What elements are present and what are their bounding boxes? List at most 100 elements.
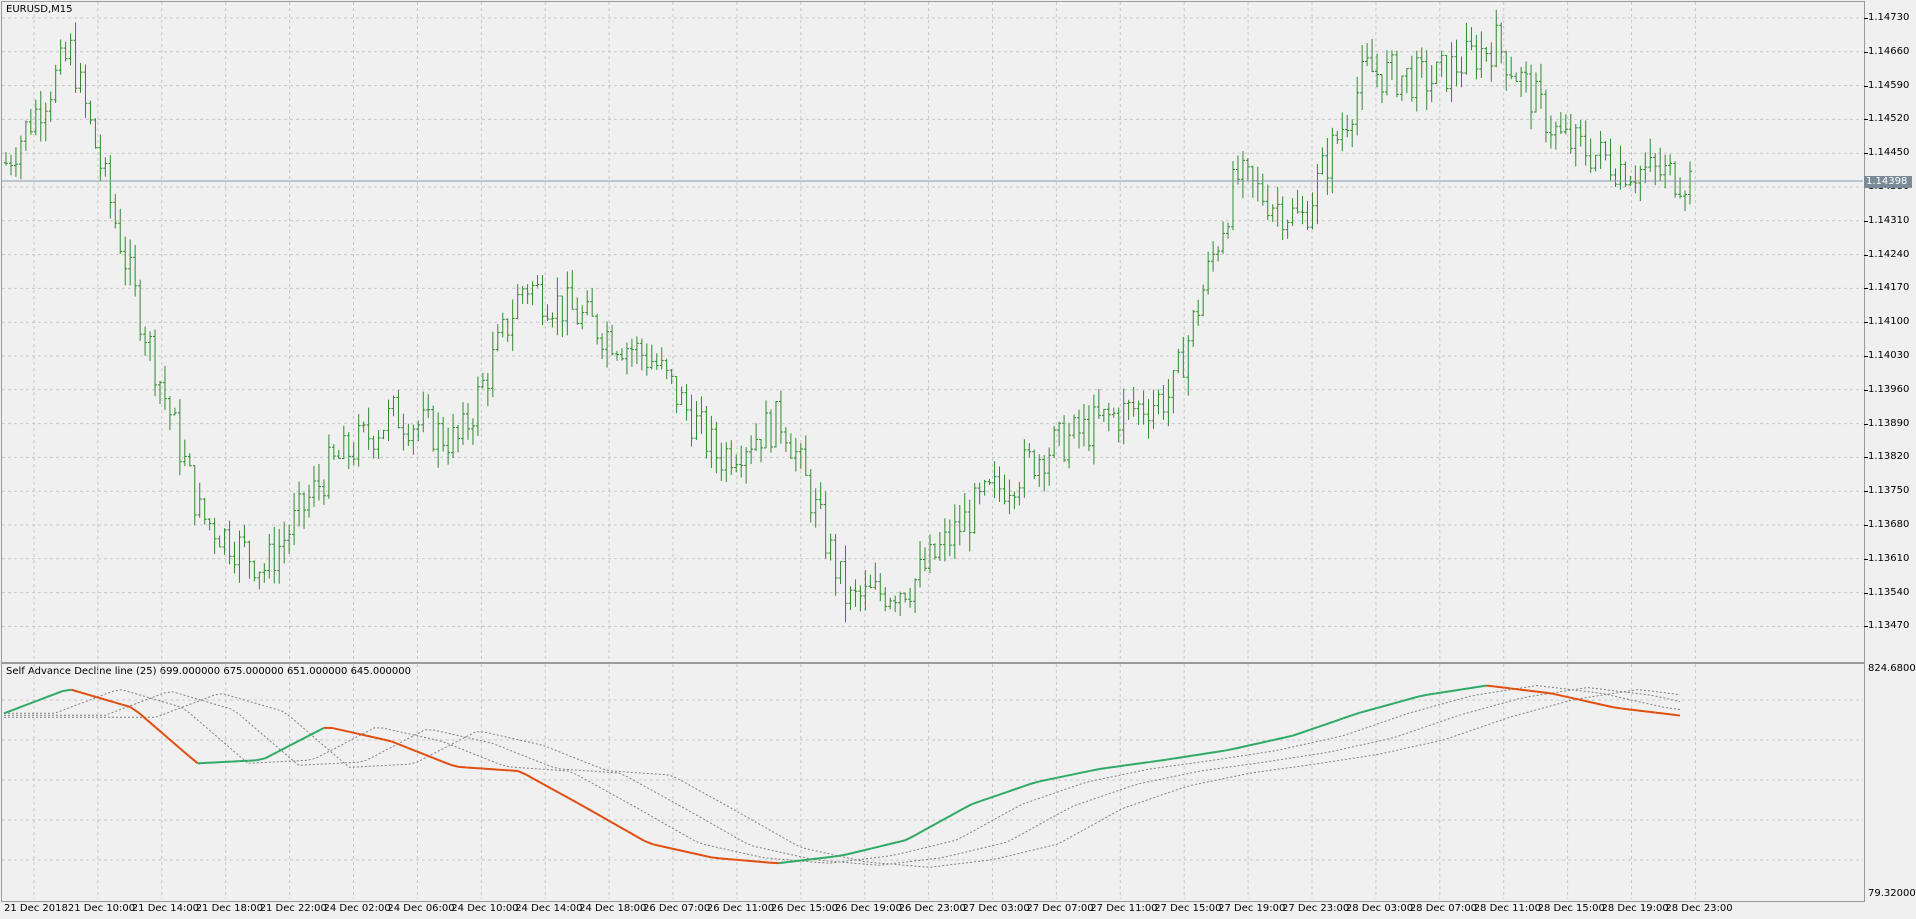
indicator-panel[interactable]: Self Advance Decline line (25) 699.00000… [1,663,1865,902]
indicator-line-segment [1056,775,1066,779]
indicator-line-segment [399,743,409,749]
indicator-line-segment [1486,684,1495,688]
price-tick-mark [1864,322,1868,324]
indicator-line-segment [45,693,55,699]
price-chart-panel[interactable]: EURUSD,M15 [1,1,1865,663]
price-tick-label: 1.14170 [1868,282,1910,294]
indicator-bottom-value: 79.320000 [1868,888,1916,899]
time-label: 26 Dec 19:00 [834,903,902,914]
indicator-line-segment [1107,765,1116,769]
indicator-line-segment [382,738,392,743]
time-label: 27 Dec 11:00 [1090,903,1158,914]
price-tick-mark [1864,254,1868,256]
indicator-line-segment [500,768,510,772]
indicator-line-segment [1309,726,1319,731]
indicator-line-segment [871,845,881,850]
price-tick-label: 1.14240 [1868,248,1910,260]
indicator-line-segment [1039,778,1049,783]
indicator-line-segment [542,783,552,790]
indicator-line-segment [1435,691,1445,695]
time-label: 24 Dec 02:00 [323,903,391,914]
indicator-line-segment [1595,702,1605,707]
indicator-line-segment [1098,766,1108,771]
indicator-line-segment [467,766,476,770]
indicator-line-segment [1140,761,1150,765]
indicator-line-segment [87,693,97,699]
indicator-line-segment [1418,693,1428,698]
price-tick-label: 1.13540 [1868,586,1910,598]
current-price-tag: 1.14398 [1864,176,1912,188]
price-tick-mark [1864,423,1868,425]
indicator-line-segment [298,735,308,742]
indicator-line-segment [820,856,830,860]
indicator-line-segment [1241,744,1251,748]
indicator-line-segment [989,794,999,800]
indicator-line-segment [1250,742,1260,747]
indicator-line-segment [129,706,140,714]
indicator-line-segment [534,778,544,785]
indicator-line-segment [972,800,982,805]
indicator-line-segment [62,688,72,692]
indicator-line-segment [576,801,586,809]
indicator-line-segment [171,741,182,750]
indicator-line-segment [888,841,897,846]
indicator-line-segment [1048,776,1057,781]
indicator-title: Self Advance Decline line (25) 699.00000… [6,666,412,677]
indicator-line-segment [1225,747,1234,752]
price-tick-mark [1864,220,1868,222]
indicator-line-segment [1663,712,1672,716]
indicator-line-segment [104,698,114,704]
indicator-line-segment [458,765,468,769]
indicator-line-segment [1519,688,1529,692]
indicator-line-segment [450,763,460,768]
indicator-line-segment [618,825,628,833]
price-tick-mark [1864,592,1868,594]
price-tick-mark [1864,626,1868,628]
price-tick-label: 1.14100 [1868,316,1910,328]
price-tick-label: 1.13820 [1868,451,1910,463]
time-label: 24 Dec 18:00 [579,903,647,914]
indicator-line-segment [1267,738,1276,743]
indicator-line-segment [567,797,578,804]
indicator-line-segment [96,696,106,701]
indicator-line-segment [517,770,527,776]
time-label: 28 Dec 23:00 [1665,903,1733,914]
indicator-line-segment [795,859,805,863]
indicator-line-segment [407,747,418,753]
indicator-line-segment [702,854,712,859]
price-tick-label: 1.14450 [1868,147,1910,159]
indicator-line-segment [1384,702,1394,707]
indicator-line-segment [997,791,1007,797]
indicator-line-segment [121,703,131,708]
time-label: 27 Dec 23:00 [1282,903,1350,914]
time-label: 27 Dec 19:00 [1218,903,1286,914]
indicator-line-segment [929,821,940,828]
indicator-line-segment [3,709,13,715]
indicator-line-segment [113,701,123,706]
price-tick-mark [1864,18,1868,19]
indicator-line-segment [1292,731,1302,737]
indicator-line-segment [787,860,796,864]
indicator-line-segment [1410,695,1420,700]
indicator-line-segment [492,768,501,771]
indicator-line-segment [1528,689,1537,693]
indicator-line-segment [1570,696,1580,701]
indicator-line-segment [1637,709,1647,713]
price-tick-mark [1864,288,1868,290]
indicator-line-segment [1444,689,1453,694]
indicator-line-segment [1005,788,1015,794]
price-tick-mark [1864,51,1868,53]
price-tick-label: 1.14520 [1868,113,1910,125]
price-tick-label: 1.13610 [1868,552,1910,564]
price-tick-mark [1864,356,1868,357]
indicator-line-segment [12,706,22,712]
indicator-line-segment [913,830,923,837]
indicator-line-segment [433,757,443,763]
price-tick-mark [1864,119,1868,121]
indicator-line-segment [1587,700,1596,705]
indicator-line-segment [955,807,965,814]
price-tick-label: 1.13960 [1868,383,1910,395]
time-label: 21 Dec 10:00 [67,903,136,914]
indicator-line-segment [963,802,973,810]
price-tick-label: 1.13680 [1868,519,1910,530]
